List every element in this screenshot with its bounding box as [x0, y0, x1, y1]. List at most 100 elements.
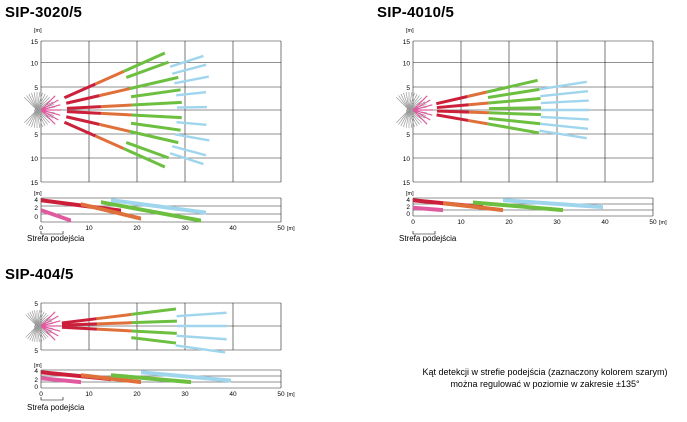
beam-orange — [467, 90, 488, 98]
side-view: 420[m]0 10 20 30 40 50 [m] — [406, 191, 667, 226]
y-tick-label: 15 — [403, 39, 411, 46]
side-y-tick-label: 0 — [34, 214, 38, 221]
beam-green — [123, 51, 166, 73]
zone-ray — [25, 314, 38, 327]
beam-orange — [468, 110, 490, 115]
zone-ray — [31, 325, 38, 342]
near-field-beam — [412, 104, 433, 111]
beam-orange — [96, 321, 132, 326]
beam-cyan — [540, 89, 589, 98]
beam-orange — [96, 327, 132, 333]
beam-orange — [467, 118, 489, 126]
beam-cyan — [171, 63, 207, 75]
side-x-tick-label: 10 — [457, 219, 465, 226]
side-y-tick-label: 0 — [406, 211, 410, 218]
zone-ray — [408, 109, 418, 127]
y-tick-label: 5 — [34, 348, 38, 355]
zone-ray — [36, 314, 49, 327]
side-beam-green — [100, 200, 202, 221]
near-field-beam — [40, 99, 59, 111]
beam-orange — [468, 101, 489, 107]
zone-ray — [396, 97, 410, 111]
side-beam-orange — [442, 201, 504, 210]
side-beam-green — [472, 200, 564, 210]
panel-title-sip4010: SIP-4010/5 — [377, 4, 455, 21]
beam-green — [131, 113, 182, 120]
zone-ray — [400, 109, 410, 127]
beam-red — [66, 110, 101, 115]
side-beam-near_pink — [40, 210, 72, 223]
panel-sip4010: 15105051015[m]420[m]01020304050[m]Strefa… — [396, 28, 667, 243]
zone-ray — [36, 325, 47, 340]
side-beam-orange — [80, 375, 142, 385]
zone-ray — [25, 325, 38, 338]
y-unit-label: [m] — [406, 28, 414, 34]
beam-red — [61, 325, 97, 331]
side-beam-cyan — [140, 371, 232, 382]
zone-ray — [408, 109, 420, 125]
side-view: 420[m]0 10 20 30 40 50 [m] — [34, 191, 295, 232]
zone-ray — [27, 312, 38, 327]
side-x-tick-label: 20 — [133, 225, 141, 232]
beam-cyan — [539, 80, 587, 91]
side-y-tick-label: 4 — [34, 197, 38, 204]
panel-title-sip3020: SIP-3020/5 — [5, 4, 83, 21]
beam-cyan — [176, 121, 207, 127]
beam-cyan — [174, 133, 210, 142]
beam-green — [488, 97, 541, 105]
zone-ray — [408, 109, 413, 128]
y-unit-label: [m] — [34, 28, 42, 34]
beam-red — [65, 115, 100, 126]
near-field-beam — [40, 104, 61, 111]
side-x-tick-label: 30 — [181, 391, 189, 398]
side-x-unit-label: [m] — [287, 392, 295, 398]
near-field-beam — [412, 95, 428, 111]
caption-line-2: można regulować w poziomie w zakresie ±1… — [450, 378, 640, 389]
y-tick-label: 15 — [31, 180, 39, 187]
side-x-tick-label: 0 — [39, 225, 43, 232]
beam-red — [61, 322, 98, 327]
zone-label: Strefa podejścia — [27, 234, 85, 243]
side-beam-cyan — [140, 372, 232, 383]
beam-red — [435, 95, 468, 106]
side-beam-green — [100, 201, 202, 222]
side-beam-orange — [442, 203, 504, 213]
side-x-tick-label: 0 — [39, 391, 43, 398]
zone-ray — [396, 109, 410, 123]
side-view: 420[m]0 10 20 30 40 50 [m] — [34, 363, 295, 398]
side-beam-orange — [442, 202, 504, 211]
zone-ray — [24, 109, 38, 123]
zone-ray — [408, 97, 422, 111]
beam-orange — [99, 87, 130, 98]
beam-red — [436, 113, 469, 122]
beam-green — [129, 75, 179, 91]
side-beam-near_pink — [40, 376, 82, 382]
beam-green — [131, 319, 177, 325]
near-field-beam — [40, 109, 59, 121]
zone-ray — [36, 325, 51, 336]
zone-ray — [405, 92, 410, 111]
side-beam-near_pink — [412, 205, 444, 210]
side-y-unit-label: [m] — [406, 191, 414, 197]
approach-zone-fan — [25, 310, 61, 342]
zone-ray — [408, 109, 415, 128]
side-x-tick-label: 20 — [505, 219, 513, 226]
beam-green — [488, 116, 541, 126]
side-beam-orange — [80, 202, 142, 219]
beam-green — [487, 122, 540, 135]
side-x-tick-label: 30 — [553, 219, 561, 226]
side-beam-cyan — [110, 198, 207, 213]
zone-ray — [36, 325, 40, 342]
side-beam-near_pink — [40, 378, 82, 385]
zone-ray — [27, 325, 38, 340]
y-tick-label: 15 — [403, 180, 411, 187]
zone-ray — [31, 109, 38, 128]
zone-ray — [36, 109, 48, 125]
near-field-beam — [40, 325, 59, 337]
beam-green — [131, 100, 182, 107]
near-field-beam — [40, 311, 56, 327]
zone-ray — [400, 93, 410, 111]
side-x-tick-label: 20 — [133, 391, 141, 398]
beam-green — [130, 121, 181, 132]
caption-line-1: Kąt detekcji w strefie podejścia (zaznac… — [422, 367, 668, 377]
